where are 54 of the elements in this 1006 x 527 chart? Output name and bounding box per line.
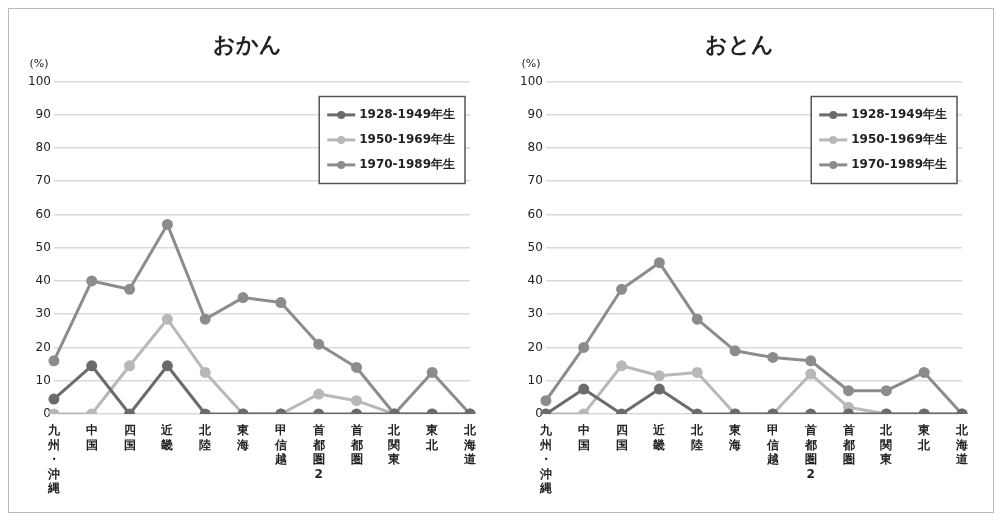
x-tick-label: 甲信越 [765, 423, 779, 467]
y-tick-label: 50 [35, 239, 51, 254]
y-tick-label: 60 [35, 206, 51, 221]
x-tick-label: 北関東 [879, 423, 894, 467]
x-tick-label: 甲信越 [273, 423, 287, 467]
y-tick-label: 70 [35, 173, 51, 188]
x-tick-label: 東海 [728, 423, 743, 452]
x-tick-label: 九州・沖縄 [538, 423, 553, 495]
x-tick-label: 北陸 [690, 423, 705, 452]
legend-label: 1928-1949年生 [359, 107, 455, 122]
x-tick-label: 北海道 [955, 423, 969, 467]
y-tick-label: 80 [527, 140, 543, 155]
y-tick-label: 10 [35, 372, 51, 387]
x-tick-label: 四国 [615, 423, 628, 452]
y-tick-label: 40 [527, 273, 543, 288]
chart-title: おかん [213, 31, 282, 57]
legend-label: 1950-1969年生 [851, 132, 947, 147]
x-tick-label: 九州・沖縄 [46, 423, 61, 495]
x-tick-label: 首都圏2 [803, 423, 817, 481]
y-tick-label: 100 [520, 73, 543, 88]
y-tick-label: 90 [527, 106, 543, 121]
y-axis-title: (%) [521, 56, 541, 70]
x-tick-label: 首都圏 [349, 423, 363, 467]
legend-label: 1950-1969年生 [359, 132, 455, 147]
y-tick-label: 20 [527, 339, 543, 354]
x-tick-label: 首都圏 [841, 423, 855, 467]
x-tick-label: 中国 [85, 423, 98, 452]
y-tick-label: 10 [527, 372, 543, 387]
y-tick-label: 40 [35, 273, 51, 288]
y-tick-label: 70 [527, 173, 543, 188]
y-tick-label: 100 [28, 73, 51, 88]
x-tick-label: 首都圏2 [311, 423, 325, 481]
x-tick-label: 北海道 [463, 423, 477, 467]
legend-label: 1928-1949年生 [851, 107, 947, 122]
x-tick-label: 近畿 [652, 423, 667, 452]
x-tick-label: 東海 [236, 423, 251, 452]
y-tick-label: 30 [527, 306, 543, 321]
x-tick-label: 中国 [577, 423, 590, 452]
x-tick-label: 近畿 [160, 423, 175, 452]
legend-label: 1970-1989年生 [851, 157, 947, 172]
y-axis-title: (%) [29, 56, 49, 70]
x-tick-label: 北陸 [198, 423, 213, 452]
x-tick-label: 四国 [123, 423, 136, 452]
y-tick-label: 80 [35, 140, 51, 155]
x-tick-label: 東北 [425, 423, 440, 452]
y-tick-label: 60 [527, 206, 543, 221]
chart-title: おとん [705, 31, 774, 57]
x-tick-label: 東北 [917, 423, 932, 452]
legend-label: 1970-1989年生 [359, 157, 455, 172]
y-tick-label: 90 [35, 106, 51, 121]
y-tick-label: 30 [35, 306, 51, 321]
y-tick-label: 20 [35, 339, 51, 354]
y-tick-label: 50 [527, 239, 543, 254]
x-tick-label: 北関東 [387, 423, 402, 467]
